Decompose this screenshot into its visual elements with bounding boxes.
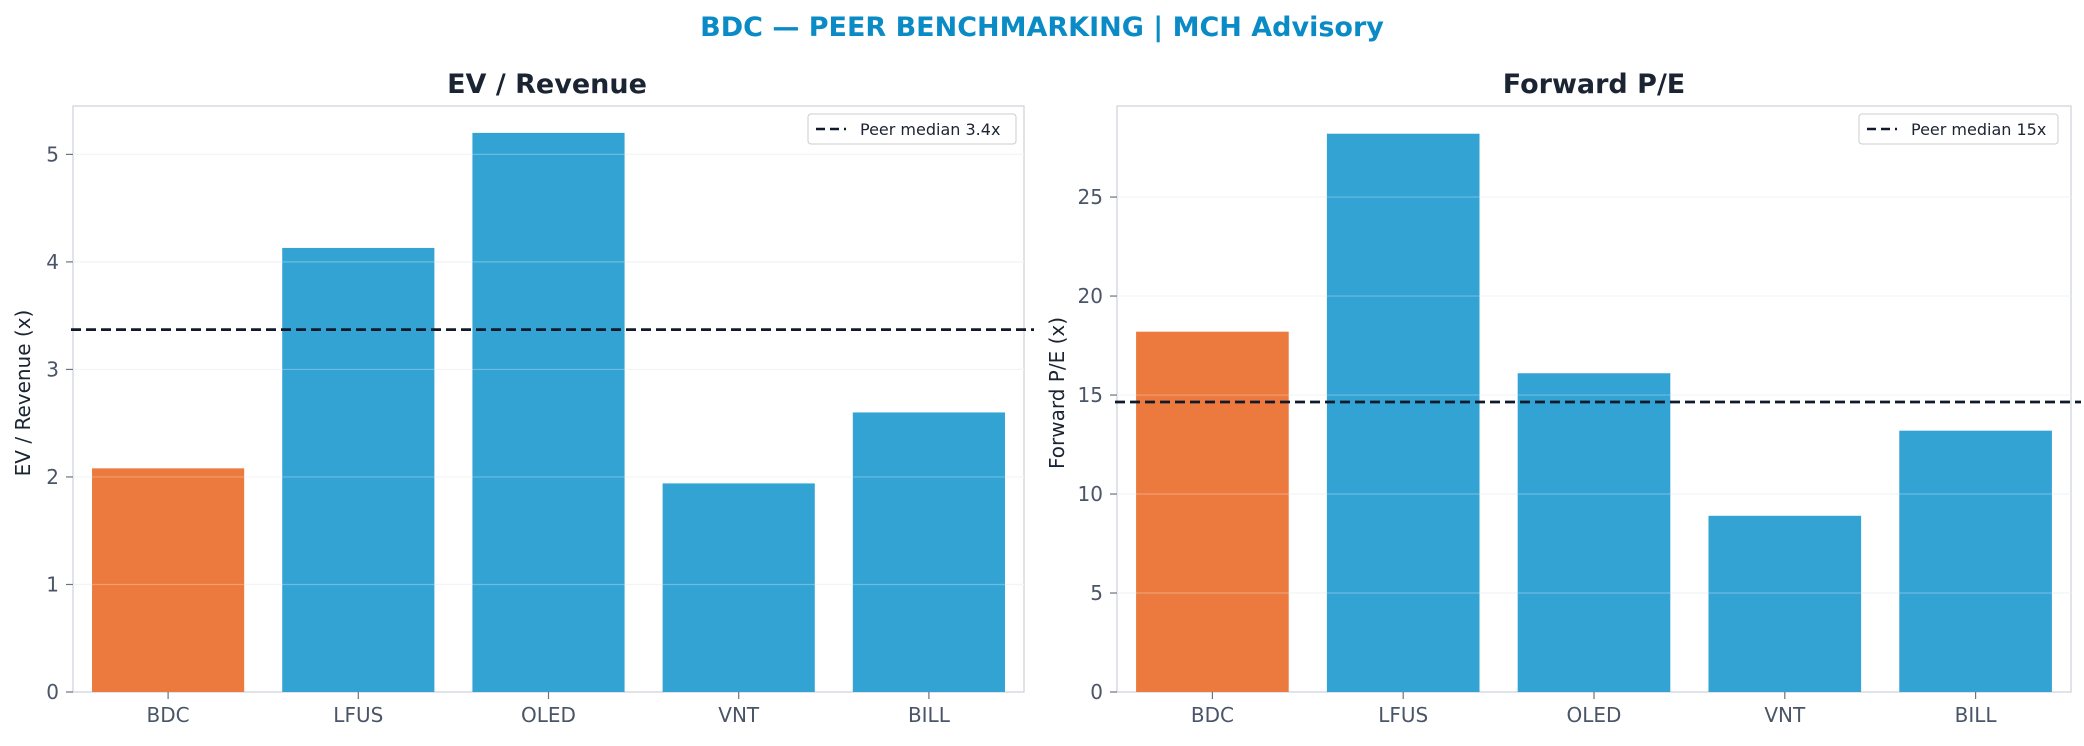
ev-revenue-xtick-label-bill: BILL (908, 703, 951, 727)
ev-revenue-bar-lfus (282, 247, 435, 692)
ev-revenue-legend: Peer median 3.4x (807, 113, 1017, 145)
figure-title: BDC — PEER BENCHMARKING | MCH Advisory (700, 12, 1384, 43)
forward-pe-legend-box (1858, 113, 2059, 145)
forward-pe-legend-label: Peer median 15x (1911, 120, 2046, 139)
ev-revenue-ytick-label: 1 (46, 572, 59, 596)
forward-pe-title: Forward P/E (1503, 69, 1686, 100)
ev-revenue-ytick-label: 2 (46, 465, 59, 489)
forward-pe-xtick-label-oled: OLED (1567, 703, 1622, 727)
forward-pe-bar-oled (1517, 373, 1671, 692)
ev-revenue-bar-vnt (662, 483, 815, 692)
ev-revenue-xtick-label-vnt: VNT (718, 703, 760, 727)
forward-pe-bar-lfus (1326, 133, 1480, 693)
forward-pe-bar-vnt (1708, 515, 1862, 692)
forward-pe-ytick-label: 10 (1078, 482, 1103, 506)
ev-revenue-legend-label: Peer median 3.4x (860, 120, 1000, 139)
ev-revenue-bar-gridlines (73, 153, 1024, 586)
forward-pe-xtick-label-bdc: BDC (1191, 703, 1234, 727)
ev-revenue-ytick-label: 3 (46, 357, 59, 381)
forward-pe-ytick-label: 20 (1078, 284, 1103, 308)
ev-revenue-bars (92, 132, 1005, 692)
ev-revenue-ylabel: EV / Revenue (x) (11, 310, 35, 477)
forward-pe-xtick-label-vnt: VNT (1764, 703, 1806, 727)
forward-pe-ylabel: Forward P/E (x) (1045, 317, 1069, 469)
ev-revenue-axes: 0 1 2 3 4 5 BDC LFUS OLED VNT BILL (46, 142, 1034, 727)
ev-revenue-xtick-label-oled: OLED (521, 703, 576, 727)
forward-pe-legend: Peer median 15x (1858, 113, 2059, 145)
forward-pe-bars (1136, 133, 2052, 693)
ev-revenue-title: EV / Revenue (447, 69, 647, 100)
ev-revenue-legend-box (807, 113, 1017, 145)
forward-pe-ytick-label: 25 (1078, 185, 1103, 209)
ev-revenue-bar-bdc (92, 468, 245, 692)
ev-revenue-ytick-label: 0 (46, 680, 59, 704)
forward-pe-xtick-label-lfus: LFUS (1378, 703, 1428, 727)
ev-revenue-xtick-label-bdc: BDC (147, 703, 190, 727)
ev-revenue-ytick-label: 4 (46, 250, 59, 274)
forward-pe-bar-bill (1899, 430, 2052, 692)
ev-revenue-ytick-label: 5 (46, 142, 59, 166)
ev-revenue-bar-bill (852, 412, 1005, 692)
ev-revenue-xtick-label-lfus: LFUS (333, 703, 383, 727)
ev-revenue-bar-oled (472, 132, 625, 692)
forward-pe-panel: 0 5 10 15 20 25 BDC LFUS OLED VNT BILL Forward P/E… (1045, 69, 2081, 727)
forward-pe-ytick-label: 5 (1090, 581, 1103, 605)
forward-pe-bar-bdc (1136, 331, 1289, 692)
forward-pe-xtick-label-bill: BILL (1955, 703, 1998, 727)
ev-revenue-panel: 0 1 2 3 4 5 BDC LFUS OLED VNT BILL EV / Revenue EV… (11, 69, 1034, 727)
forward-pe-bar-gridlines (1117, 196, 2071, 594)
forward-pe-axes: 0 5 10 15 20 25 BDC LFUS OLED VNT BILL (1078, 185, 2081, 727)
forward-pe-ytick-label: 0 (1090, 680, 1103, 704)
forward-pe-ytick-label: 15 (1078, 383, 1103, 407)
